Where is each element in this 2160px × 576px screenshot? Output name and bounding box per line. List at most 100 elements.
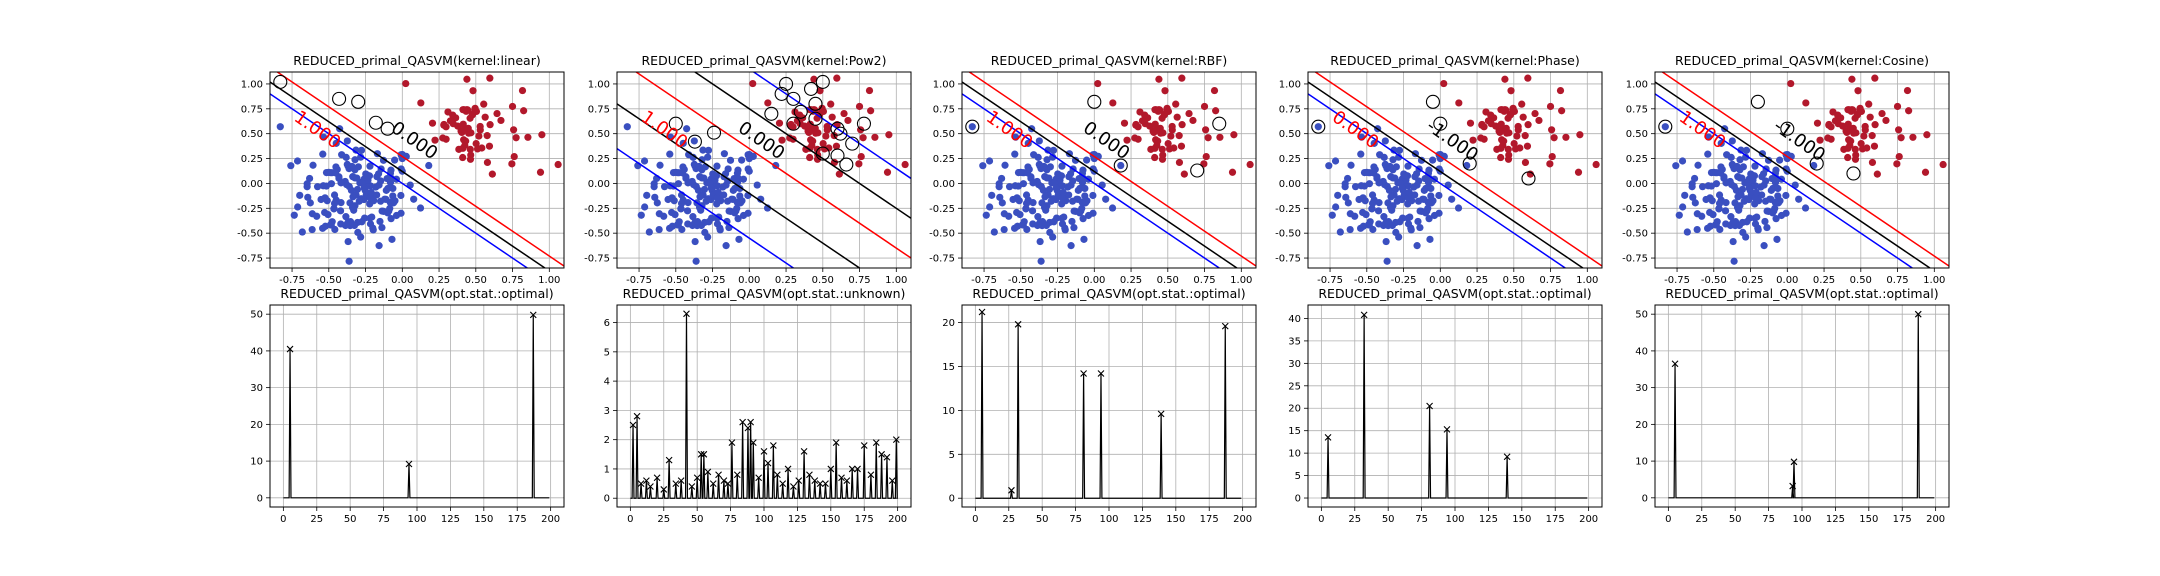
data-point-class-neg [348,162,356,171]
panel-title: REDUCED_primal_QASVM(opt.stat.:unknown) [623,286,906,301]
data-point-class-neg [666,150,674,158]
data-point-class-neg [293,157,302,165]
data-point-class-pos [1535,116,1543,125]
data-point-class-neg [353,174,361,182]
alpha-panel: REDUCED_primal_QASVM(opt.stat.:optimal) 0… [1288,286,1603,525]
data-point-class-pos [822,132,830,140]
alpha-line [1321,314,1588,499]
data-point-class-neg [1404,162,1412,170]
data-point-class-neg [713,194,721,202]
data-point-class-pos [1480,123,1488,131]
data-point-class-pos [464,124,472,132]
data-point-class-neg [343,137,351,145]
alpha-marker [838,474,845,482]
data-point-class-neg [1735,221,1744,230]
y-tick-label: -0.75 [584,254,610,265]
data-point-class-pos [510,126,518,134]
support-vector-ring [839,157,854,172]
data-point-class-neg [683,125,691,133]
support-vector-ring [1750,94,1765,109]
data-point-class-neg [368,213,376,221]
data-point-class-neg [1715,199,1724,207]
data-point-class-neg [692,257,700,265]
data-point-class-neg [345,257,353,265]
data-point-class-neg [1012,133,1020,141]
x-tick-label: 0.50 [1850,275,1872,286]
data-point-class-neg [1049,146,1058,154]
data-point-class-neg [683,207,692,215]
y-tick-label: 0.75 [1626,104,1648,115]
contour-line [617,147,795,268]
y-tick-label: 5 [604,347,610,358]
x-tick-label: 175 [508,514,527,525]
alpha-marker [739,418,747,426]
data-point-class-pos [1592,160,1600,169]
data-point-class-pos [1939,160,1947,169]
x-tick-label: 0 [1318,514,1324,525]
x-tick-label: 0.25 [1466,275,1488,286]
x-tick-label: 150 [1512,514,1531,525]
data-point-class-pos [1844,120,1852,128]
x-tick-label: 1.00 [885,275,907,286]
data-point-class-pos [806,153,814,162]
y-tick-label: 50 [250,310,263,321]
x-tick-label: 200 [1579,514,1598,525]
alpha-marker [1914,310,1922,318]
data-point-class-neg [1000,225,1008,234]
alpha-marker [715,471,722,479]
data-point-class-pos [480,100,488,108]
x-tick-label: 0.75 [1539,275,1561,286]
data-point-class-neg [731,184,739,193]
data-point-class-pos [835,170,843,178]
y-tick-label: 1.00 [933,79,955,90]
data-point-class-pos [1440,79,1448,88]
data-point-class-neg [723,197,732,205]
data-point-class-neg [1081,184,1089,193]
data-point-class-neg [1728,137,1736,145]
alpha-marker [1790,458,1798,466]
data-point-class-neg [1661,123,1669,131]
data-point-class-pos [1550,134,1558,142]
alpha-marker [755,474,763,482]
data-point-class-neg [1772,215,1780,223]
data-point-class-neg [1347,161,1355,169]
grid [1308,72,1602,268]
data-point-class-neg [344,237,352,246]
support-vector-ring [1087,94,1102,109]
data-point-class-pos [554,160,562,169]
data-point-class-neg [720,150,728,158]
axes-frame [269,304,565,508]
data-point-class-pos [1824,134,1832,142]
y-tick-label: 0.25 [933,154,955,165]
data-point-class-neg [1068,217,1076,226]
data-point-class-neg [1043,156,1051,164]
data-point-class-neg [1745,184,1753,192]
data-point-class-pos [1477,134,1485,142]
data-point-class-pos [827,100,835,108]
data-point-class-neg [724,165,732,173]
data-point-class-neg [337,199,345,207]
y-tick-label: 30 [1288,359,1301,370]
data-point-class-neg [655,225,663,234]
x-tick-label: 50 [1382,514,1395,525]
y-tick-label: 5 [949,450,955,461]
data-point-class-neg [1405,188,1413,197]
data-point-class-neg [733,198,741,206]
data-point-class-neg [375,242,383,250]
support-vector-ring [1780,121,1795,136]
data-point-class-pos [859,134,867,142]
data-point-class-neg [1712,221,1720,229]
alpha-marker [843,477,851,485]
data-point-class-neg [1357,182,1365,190]
data-point-class-neg [968,123,976,131]
x-tick-label: 0.00 [1776,275,1798,286]
data-point-class-pos [486,121,494,129]
data-point-class-neg [645,228,653,236]
x-tick-label: 50 [1036,514,1049,525]
support-vector-ring [856,116,872,131]
alpha-marker [1443,425,1451,433]
data-point-class-pos [518,86,527,95]
alpha-marker [773,471,781,479]
